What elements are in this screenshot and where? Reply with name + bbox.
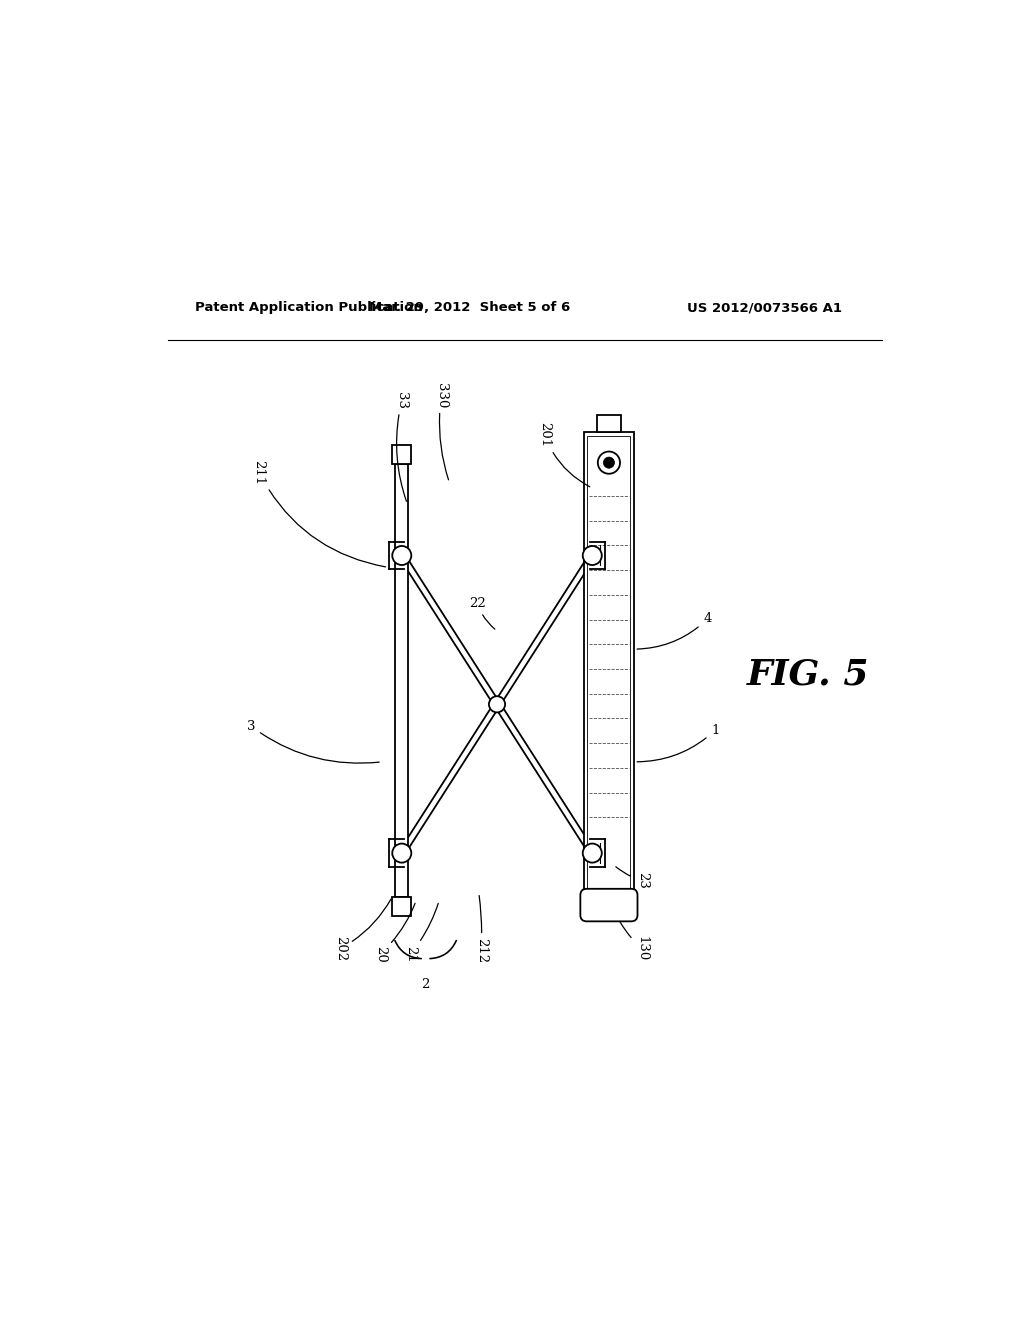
Text: Patent Application Publication: Patent Application Publication xyxy=(196,301,423,314)
Circle shape xyxy=(583,843,602,862)
Circle shape xyxy=(598,451,621,474)
Bar xyxy=(585,433,634,896)
Text: US 2012/0073566 A1: US 2012/0073566 A1 xyxy=(687,301,842,314)
Text: 33: 33 xyxy=(395,392,409,502)
Text: 2: 2 xyxy=(422,978,430,990)
Text: 212: 212 xyxy=(475,895,487,964)
Text: 22: 22 xyxy=(469,597,495,630)
Text: 130: 130 xyxy=(620,921,649,961)
Bar xyxy=(392,445,412,465)
Bar xyxy=(597,414,622,433)
Text: 1: 1 xyxy=(637,723,720,762)
Bar xyxy=(392,896,412,916)
Text: 211: 211 xyxy=(253,459,386,566)
Text: 20: 20 xyxy=(374,903,415,962)
Text: Mar. 29, 2012  Sheet 5 of 6: Mar. 29, 2012 Sheet 5 of 6 xyxy=(369,301,570,314)
Text: 330: 330 xyxy=(435,383,449,480)
Bar xyxy=(588,436,631,894)
Text: 3: 3 xyxy=(247,719,379,763)
Text: FIG. 5: FIG. 5 xyxy=(748,657,869,692)
Circle shape xyxy=(392,843,412,862)
Circle shape xyxy=(392,546,412,565)
Bar xyxy=(395,465,409,896)
Circle shape xyxy=(603,457,614,469)
Text: 202: 202 xyxy=(334,899,391,961)
Circle shape xyxy=(583,546,602,565)
Text: 21: 21 xyxy=(404,903,438,962)
Text: 23: 23 xyxy=(615,867,649,890)
Text: 4: 4 xyxy=(637,612,712,649)
Text: 201: 201 xyxy=(539,422,590,487)
FancyBboxPatch shape xyxy=(581,888,638,921)
Circle shape xyxy=(488,696,505,713)
